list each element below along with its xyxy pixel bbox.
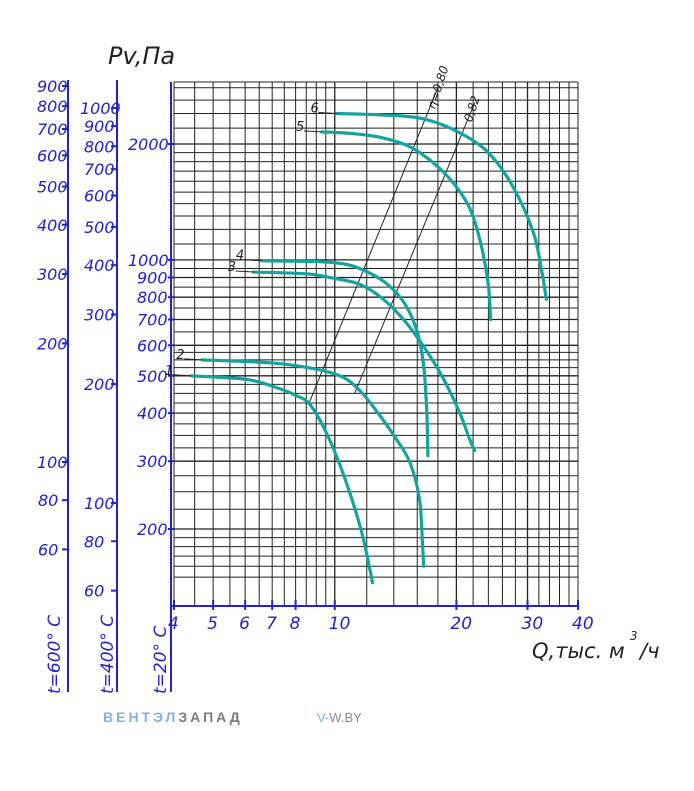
temp-tick-label-600: 300	[37, 265, 68, 284]
curve-leader	[172, 374, 191, 377]
temp-scale-label: t=600° С	[45, 615, 65, 694]
curve-leader	[184, 358, 203, 361]
temp-scale-label: t=400° С	[98, 615, 118, 694]
y-tick-label-main: 600	[137, 336, 168, 355]
site-part2: W.BY	[329, 710, 362, 725]
temp-tick-label-600: 200	[37, 334, 68, 353]
temp-tick-label-400: 700	[84, 160, 115, 179]
curve-leader	[243, 259, 262, 262]
x-tick-label: 4	[168, 614, 179, 634]
temp-tick-label-400: 600	[84, 187, 115, 206]
temp-tick-label-400: 500	[84, 218, 115, 237]
curve-leader	[318, 112, 337, 115]
temp-tick-label-600: 800	[37, 97, 68, 116]
curve-1	[189, 374, 375, 585]
temp-tick-label-400: 80	[84, 532, 104, 551]
temp-tick-label-400: 400	[84, 256, 115, 275]
y-tick-label-main: 900	[137, 269, 168, 288]
temp-tick-label-600: 100	[37, 453, 68, 472]
grid	[173, 81, 579, 606]
efficiency-label: η=0,80	[424, 64, 451, 111]
y-tick-label-main: 300	[137, 452, 168, 471]
x-tick-label: 6	[239, 614, 250, 634]
site-url: V-W.BY	[317, 710, 362, 725]
y-tick-label-main: 700	[137, 311, 168, 330]
temp-tick-label-400: 200	[84, 375, 115, 394]
curve-3	[252, 270, 477, 453]
y-tick-label-main: 800	[137, 288, 168, 307]
curve-label-3: 3	[228, 260, 236, 275]
temp-tick-label-400: 900	[84, 117, 115, 136]
y-tick-label-main: 400	[137, 404, 168, 423]
x-tick-label: 10	[329, 614, 351, 634]
y-tick-label-main: 200	[137, 520, 168, 539]
labels: 4 5 6 7 8 10 20 30 40200300400500600700800900100…	[37, 42, 659, 694]
curve-label-6: 6	[311, 102, 319, 117]
brand-part1: ВЕНТЭЛ	[103, 709, 179, 725]
y-axis-title: Pv,Па	[108, 42, 175, 70]
axes	[62, 80, 579, 692]
temp-tick-label-400: 800	[84, 137, 115, 156]
efficiency-lines	[307, 87, 476, 406]
x-tick-label: 7	[266, 614, 277, 634]
brand-part2: ЗАПАД	[178, 709, 243, 725]
y-tick-label-main: 1000	[128, 251, 169, 270]
efficiency-line	[354, 102, 476, 394]
temp-tick-label-400: 60	[84, 582, 104, 601]
efficiency-label: 0,82	[461, 94, 483, 124]
x-tick-label: 20	[450, 614, 472, 634]
temp-tick-label-400: 300	[84, 306, 115, 325]
temp-tick-label-600: 700	[37, 120, 68, 139]
temp-tick-label-600: 900	[37, 77, 68, 96]
temp-tick-label-600: 600	[37, 146, 68, 165]
y-tick-label-main: 500	[137, 367, 168, 386]
x-tick-label: 30	[522, 614, 544, 634]
temp-tick-label-600: 400	[37, 216, 68, 235]
temp-tick-label-600: 500	[37, 178, 68, 197]
temp-tick-label-400: 100	[84, 494, 115, 513]
curve-leader	[304, 130, 323, 133]
curve-label-1: 1	[165, 364, 173, 379]
curve-2	[200, 358, 426, 568]
curve-label-4: 4	[236, 249, 244, 264]
x-tick-label: 8	[290, 614, 301, 634]
temp-tick-label-600: 60	[38, 540, 58, 559]
temp-scale-label: t=20° С	[151, 626, 171, 694]
efficiency-line	[307, 87, 439, 406]
temp-tick-label-600: 80	[38, 491, 58, 510]
site-part1: V-	[317, 710, 330, 725]
curve-label-5: 5	[296, 120, 304, 135]
curve-6	[334, 111, 548, 301]
curve-5	[320, 130, 493, 322]
x-tick-label: 40	[572, 614, 594, 634]
x-axis-title: Q,тыс. м	[532, 639, 625, 663]
x-axis-title-sup: 3	[630, 629, 638, 643]
temp-tick-label-400: 1000	[80, 99, 121, 118]
curve-leader	[235, 270, 254, 273]
x-axis-title-tail: /ч	[638, 639, 659, 663]
brand-logo: ВЕНТЭЛЗАПАД	[103, 709, 243, 725]
x-tick-label: 5	[207, 614, 218, 634]
curves	[189, 111, 548, 585]
curve-label-2: 2	[176, 348, 184, 363]
curve-4	[260, 259, 430, 458]
y-tick-label-main: 2000	[128, 135, 169, 154]
